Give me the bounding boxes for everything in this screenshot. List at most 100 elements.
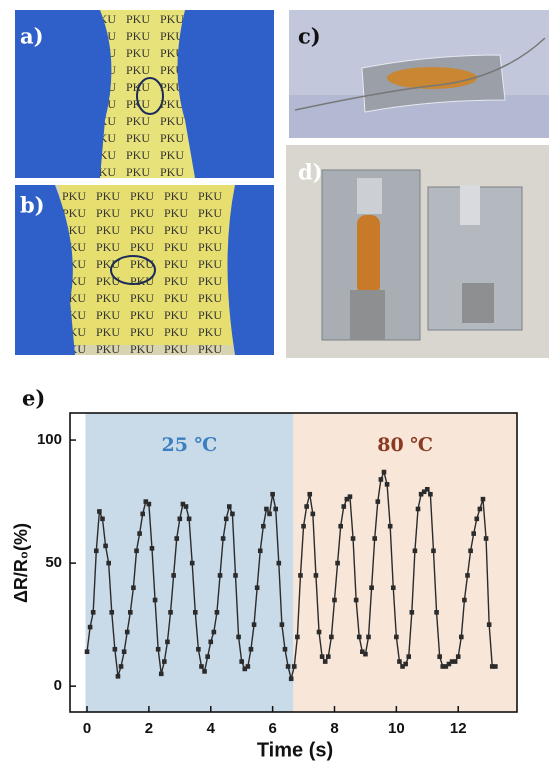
photo-print: PKU <box>160 12 184 26</box>
data-point <box>471 531 476 536</box>
photo-print: PKU <box>160 148 184 162</box>
data-point <box>288 676 294 682</box>
data-point <box>474 516 480 522</box>
photo-print: PKU <box>130 257 154 271</box>
data-point <box>261 523 266 529</box>
data-point <box>171 573 176 578</box>
photo-print: PKU <box>164 342 188 356</box>
data-point <box>106 560 111 566</box>
x-tick-label: 10 <box>388 720 405 737</box>
data-point <box>344 496 350 502</box>
photo-print: PKU <box>164 308 188 322</box>
data-point <box>384 482 390 487</box>
data-point <box>483 536 489 541</box>
data-point <box>390 585 396 591</box>
data-point <box>424 486 430 492</box>
x-tick-label: 8 <box>330 720 338 737</box>
photo-print: PKU <box>126 97 150 111</box>
data-point <box>100 516 105 522</box>
photo-print: PKU <box>130 189 154 203</box>
data-point <box>264 506 269 512</box>
photo-print: PKU <box>198 274 222 288</box>
data-point <box>112 646 118 652</box>
data-point <box>459 634 464 640</box>
data-point <box>276 560 282 566</box>
photo-print: PKU <box>198 291 222 305</box>
data-point <box>202 669 207 674</box>
data-point <box>236 634 241 640</box>
data-point <box>307 491 313 497</box>
data-point <box>97 509 102 514</box>
photo-print: PKU <box>126 63 150 77</box>
photo-print: PKU <box>62 206 86 220</box>
data-point <box>183 504 189 509</box>
data-point <box>186 516 192 522</box>
data-point <box>273 506 279 512</box>
data-point <box>465 573 470 578</box>
photo-print: PKU <box>130 223 154 237</box>
photo-print: PKU <box>126 46 150 60</box>
data-point <box>109 610 115 615</box>
x-tick-label: 12 <box>450 720 467 737</box>
data-point <box>267 511 272 517</box>
data-point <box>347 494 353 499</box>
photo-print: PKU <box>164 291 188 305</box>
data-point <box>335 560 340 566</box>
photo-print: PKU <box>130 240 154 254</box>
photo-print: PKU <box>198 223 222 237</box>
photo-print: PKU <box>160 29 184 43</box>
data-point <box>227 504 232 509</box>
data-point <box>134 548 139 554</box>
photo-print: PKU <box>126 165 150 179</box>
data-point <box>381 469 387 475</box>
photo-print: PKU <box>164 257 188 271</box>
data-point <box>282 646 288 652</box>
photo-print: PKU <box>164 325 188 339</box>
photo-print: PKU <box>160 97 184 111</box>
data-point <box>291 664 297 669</box>
data-point <box>397 659 402 664</box>
data-point <box>313 573 319 578</box>
data-point <box>211 629 217 635</box>
photo-print: PKU <box>130 206 154 220</box>
data-point <box>208 639 214 645</box>
data-point <box>279 622 285 627</box>
data-point <box>489 664 495 669</box>
data-point <box>220 536 226 541</box>
photo-print: PKU <box>96 308 120 322</box>
photo-print: PKU <box>164 240 188 254</box>
photo-print: PKU <box>198 308 222 322</box>
data-point <box>162 659 167 664</box>
panel-label: a) <box>20 24 44 49</box>
data-point <box>121 649 127 655</box>
data-point <box>332 597 337 603</box>
data-point <box>140 511 145 517</box>
photo-print: PKU <box>126 148 150 162</box>
data-point <box>437 654 442 659</box>
photo-print: PKU <box>96 325 120 339</box>
data-point <box>137 531 142 536</box>
data-point <box>230 511 235 517</box>
data-point <box>90 610 96 615</box>
photo-print: PKU <box>130 274 154 288</box>
x-tick-label: 0 <box>83 720 91 737</box>
y-tick-label: 0 <box>54 677 62 694</box>
data-point <box>341 504 347 509</box>
photo-print: PKU <box>96 342 120 356</box>
data-point <box>177 516 183 522</box>
data-point <box>468 548 473 554</box>
photo-print: PKU <box>198 240 222 254</box>
data-point <box>329 634 334 640</box>
x-tick-label: 2 <box>145 720 153 737</box>
data-point <box>462 597 467 603</box>
data-point <box>455 654 461 659</box>
data-point <box>449 659 455 664</box>
data-point <box>199 664 204 669</box>
data-point <box>124 629 130 635</box>
data-point <box>174 536 180 541</box>
photo-print: PKU <box>126 80 150 94</box>
data-point <box>233 573 238 578</box>
data-point <box>387 523 393 529</box>
data-point <box>248 646 254 652</box>
data-point <box>143 499 149 504</box>
